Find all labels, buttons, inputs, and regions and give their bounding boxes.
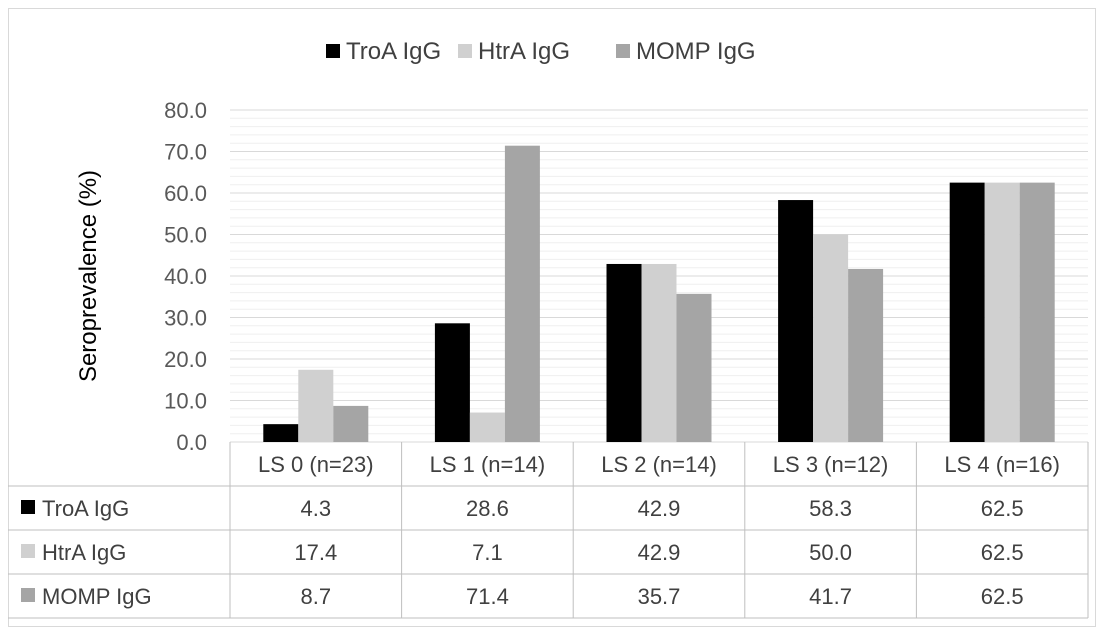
table-cell-value: 71.4: [466, 584, 509, 609]
bar: [298, 369, 334, 442]
table-cell-value: 42.9: [638, 496, 681, 521]
table-cell-value: 4.3: [301, 496, 332, 521]
bar: [504, 145, 540, 442]
table-cell-value: 28.6: [466, 496, 509, 521]
bar: [333, 405, 369, 442]
bar: [263, 424, 299, 442]
table-cell-value: 62.5: [981, 496, 1024, 521]
table-cell-value: 7.1: [472, 540, 503, 565]
y-tick-label: 40.0: [164, 264, 207, 289]
bar: [984, 182, 1020, 442]
bar: [469, 412, 505, 442]
bar: [676, 293, 712, 442]
bar: [949, 182, 985, 442]
category-label: LS 0 (n=23): [258, 452, 374, 477]
y-tick-label: 50.0: [164, 223, 207, 248]
legend-label: TroA IgG: [346, 38, 441, 65]
table-cell-value: 62.5: [981, 584, 1024, 609]
category-label: LS 2 (n=14): [601, 452, 717, 477]
legend-label: MOMP IgG: [636, 38, 756, 65]
y-tick-label: 20.0: [164, 347, 207, 372]
category-label: LS 3 (n=12): [773, 452, 889, 477]
table-legend-swatch: [21, 588, 35, 602]
table-cell-value: 17.4: [294, 540, 337, 565]
bar: [606, 263, 642, 442]
y-tick-label: 70.0: [164, 140, 207, 165]
category-label: LS 4 (n=16): [944, 452, 1060, 477]
table-series-label: TroA IgG: [42, 496, 129, 521]
bar: [641, 263, 677, 442]
y-tick-label: 80.0: [164, 98, 207, 123]
bar: [434, 323, 470, 442]
table-series-label: HtrA IgG: [42, 540, 126, 565]
legend-swatch: [458, 44, 472, 58]
bar: [778, 200, 814, 442]
table-legend-swatch: [21, 544, 35, 558]
table-cell-value: 62.5: [981, 540, 1024, 565]
y-tick-label: 30.0: [164, 306, 207, 331]
y-axis-label: Seroprevalence (%): [75, 170, 102, 382]
table-legend-swatch: [21, 500, 35, 514]
y-tick-label: 10.0: [164, 389, 207, 414]
table-cell-value: 58.3: [809, 496, 852, 521]
y-tick-label: 60.0: [164, 181, 207, 206]
table-cell-value: 42.9: [638, 540, 681, 565]
y-tick-label: 0.0: [176, 430, 207, 455]
bar: [813, 234, 849, 442]
table-cell-value: 50.0: [809, 540, 852, 565]
table-series-label: MOMP IgG: [42, 584, 152, 609]
legend-label: HtrA IgG: [478, 38, 570, 65]
table-cell-value: 8.7: [301, 584, 332, 609]
legend-swatch: [616, 44, 630, 58]
legend-swatch: [326, 44, 340, 58]
bar: [1019, 182, 1055, 442]
table-cell-value: 35.7: [638, 584, 681, 609]
bar: [848, 268, 884, 442]
table-cell-value: 41.7: [809, 584, 852, 609]
category-label: LS 1 (n=14): [430, 452, 546, 477]
